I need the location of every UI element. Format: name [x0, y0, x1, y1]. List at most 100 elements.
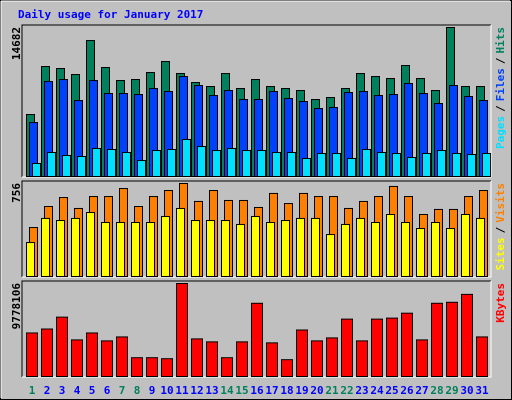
bar — [311, 217, 320, 277]
bar — [431, 302, 443, 377]
bar — [296, 217, 305, 277]
bar — [422, 153, 431, 177]
bar — [236, 341, 248, 378]
legend-entry: Files — [494, 68, 507, 101]
x-tick-label: 7 — [119, 384, 126, 397]
x-tick-label: 29 — [445, 384, 458, 397]
x-tick-label: 3 — [59, 384, 66, 397]
bar — [467, 154, 476, 177]
legend-separator: / — [494, 226, 507, 233]
x-tick-label: 23 — [355, 384, 368, 397]
bar — [416, 339, 428, 378]
bar — [197, 146, 206, 178]
x-tick-label: 2 — [44, 384, 51, 397]
bar — [221, 220, 230, 277]
bar — [356, 217, 365, 277]
x-tick-label: 31 — [475, 384, 489, 397]
y-tick-label: 756 — [10, 183, 23, 203]
bar — [77, 156, 86, 177]
bar — [362, 149, 371, 177]
bar — [446, 228, 455, 277]
bar — [167, 149, 176, 177]
bar — [437, 150, 446, 177]
bar — [191, 220, 200, 277]
bar — [191, 338, 203, 377]
bar — [176, 207, 185, 278]
legend: Sites / Visits — [494, 183, 507, 271]
bar — [281, 220, 290, 277]
bar — [341, 318, 353, 378]
x-tick-label: 27 — [415, 384, 428, 397]
chart-title: Daily usage for January 2017 — [18, 8, 203, 21]
legend-entry: Visits — [494, 183, 507, 223]
x-tick-label: 14 — [220, 384, 234, 397]
x-tick-label: 9 — [149, 384, 156, 397]
bar — [371, 221, 380, 277]
x-tick-label: 4 — [74, 384, 81, 397]
bar — [272, 152, 281, 177]
bar — [317, 153, 326, 177]
bar — [101, 221, 110, 277]
y-tick-label: 14682 — [10, 27, 23, 60]
bar — [332, 153, 341, 177]
x-tick-label: 15 — [235, 384, 248, 397]
bar — [356, 340, 368, 377]
x-tick-label: 20 — [310, 384, 323, 397]
bar — [401, 312, 413, 377]
x-tick-label: 6 — [104, 384, 111, 397]
bar — [326, 337, 338, 378]
bar — [446, 301, 458, 377]
bar — [86, 212, 95, 278]
x-tick-label: 8 — [134, 384, 141, 397]
x-tick-label: 30 — [460, 384, 473, 397]
legend-separator: / — [494, 105, 507, 112]
legend-separator: / — [494, 57, 507, 64]
x-tick-label: 16 — [250, 384, 264, 397]
bar — [476, 217, 485, 277]
bar — [257, 150, 266, 177]
bar — [56, 220, 65, 277]
bar — [116, 221, 125, 277]
x-tick-label: 1 — [29, 384, 36, 397]
bar — [146, 221, 155, 277]
y-tick-label: 9778106 — [10, 283, 23, 330]
bar — [287, 152, 296, 177]
bar — [386, 317, 398, 377]
legend-entry: KBytes — [494, 283, 507, 323]
x-tick-label: 11 — [175, 384, 189, 397]
bar — [236, 223, 245, 277]
bar — [152, 150, 161, 177]
panel-shadow — [21, 180, 491, 277]
bar — [452, 153, 461, 177]
x-tick-label: 18 — [280, 384, 293, 397]
x-tick-label: 25 — [385, 384, 398, 397]
bar — [107, 149, 116, 177]
bar — [401, 221, 410, 277]
bar — [146, 357, 158, 377]
bar — [416, 228, 425, 277]
bar — [131, 357, 143, 377]
bar — [32, 162, 41, 178]
x-tick-label: 17 — [265, 384, 278, 397]
bar — [71, 217, 80, 277]
bar — [392, 153, 401, 177]
x-tick-label: 24 — [370, 384, 384, 397]
bar — [92, 148, 101, 177]
bar — [161, 215, 170, 277]
bar — [347, 158, 356, 178]
bar — [302, 158, 311, 178]
panel-shadow — [21, 280, 491, 377]
x-tick-label: 5 — [89, 384, 96, 397]
bar — [461, 293, 473, 378]
legend-entry: Pages — [494, 116, 507, 149]
bar — [26, 332, 38, 378]
bar — [296, 329, 308, 378]
bar — [116, 336, 128, 377]
bar — [371, 318, 383, 378]
bar — [377, 152, 386, 177]
bar — [101, 340, 113, 377]
x-tick-label: 19 — [295, 384, 308, 397]
legend-entry: Hits — [494, 27, 507, 54]
bar — [206, 341, 218, 378]
